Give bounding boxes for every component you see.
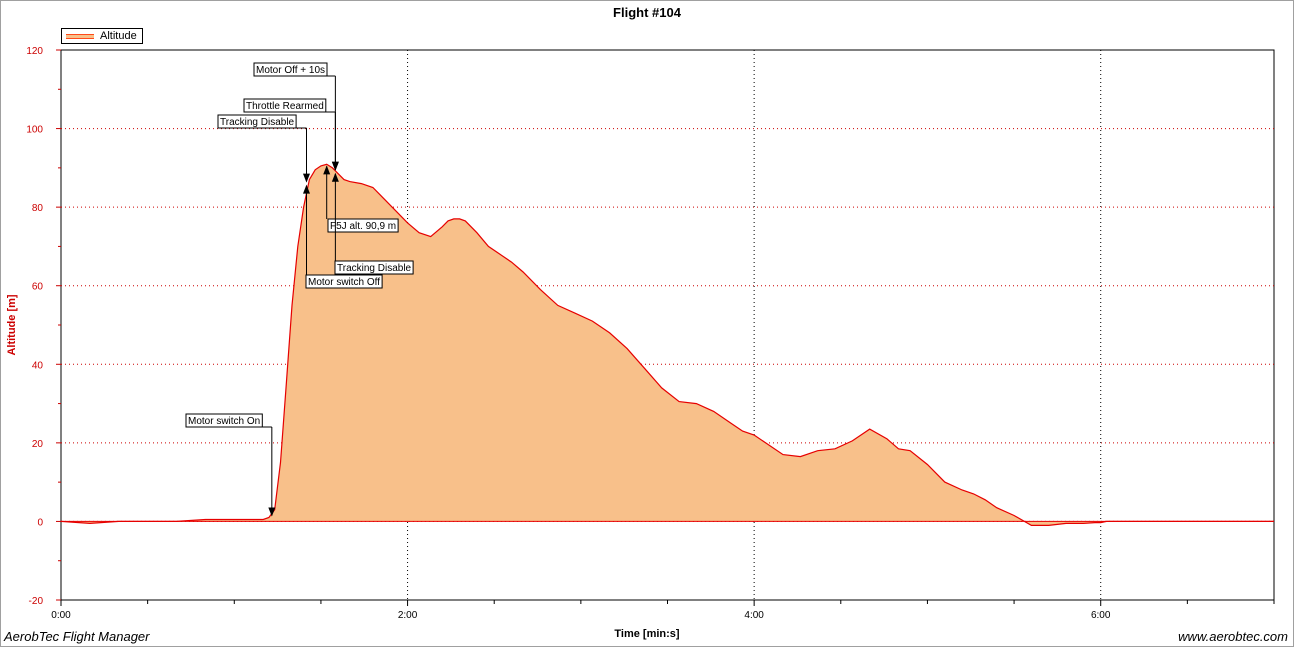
y-tick-label: 100 bbox=[26, 125, 43, 136]
annotation-arrow bbox=[331, 161, 339, 171]
footer-website: www.aerobtec.com bbox=[1178, 629, 1288, 644]
y-tick-label: 120 bbox=[26, 46, 43, 57]
annotation-arrow bbox=[302, 173, 310, 183]
x-tick-label: 0:00 bbox=[51, 610, 71, 621]
annotation: F5J alt. 90,9 m bbox=[323, 165, 399, 233]
x-axis-label: Time [min:s] bbox=[614, 628, 680, 640]
annotation-label: Tracking Disable bbox=[337, 263, 412, 274]
annotation: Motor switch On bbox=[185, 413, 276, 517]
altitude-line bbox=[60, 163, 1274, 526]
annotation: Tracking Disable bbox=[217, 114, 310, 183]
annotation-arrow bbox=[331, 172, 339, 182]
annotation-arrow bbox=[302, 184, 310, 194]
annotation-box bbox=[327, 218, 399, 233]
annotation-label: Motor switch On bbox=[188, 416, 260, 427]
x-tick-label: 2:00 bbox=[398, 610, 418, 621]
annotation: Motor switch Off bbox=[302, 184, 383, 289]
annotation-label: Motor switch Off bbox=[308, 277, 380, 288]
annotation-box bbox=[305, 274, 383, 289]
annotation: Motor Off + 10s bbox=[253, 62, 339, 171]
annotation-label: Motor Off + 10s bbox=[256, 65, 325, 76]
legend-swatch bbox=[66, 33, 94, 39]
y-tick-label: 40 bbox=[32, 360, 44, 371]
y-tick-label: 20 bbox=[32, 439, 44, 450]
x-tick-label: 4:00 bbox=[744, 610, 764, 621]
annotation-box bbox=[217, 114, 297, 129]
annotation-arrow bbox=[268, 507, 276, 517]
y-tick-label: 0 bbox=[37, 517, 43, 528]
y-tick-label: -20 bbox=[29, 596, 44, 607]
annotation-arrow bbox=[323, 165, 331, 175]
y-tick-label: 80 bbox=[32, 203, 44, 214]
annotation-label: Tracking Disable bbox=[220, 117, 295, 128]
altitude-area bbox=[61, 164, 1274, 526]
footer-app-name: AerobTec Flight Manager bbox=[4, 629, 150, 644]
annotation-box bbox=[253, 62, 328, 77]
annotation-label: Throttle Rearmed bbox=[246, 101, 324, 112]
annotation-box bbox=[185, 413, 263, 428]
annotation-box bbox=[334, 260, 414, 275]
annotation: Tracking Disable bbox=[331, 172, 414, 275]
annotation-label: F5J alt. 90,9 m bbox=[330, 221, 396, 232]
annotation-box bbox=[243, 98, 327, 113]
x-tick-label: 6:00 bbox=[1091, 610, 1111, 621]
legend-label-altitude: Altitude bbox=[100, 30, 137, 42]
legend[interactable]: Altitude bbox=[61, 28, 143, 44]
chart-title: Flight #104 bbox=[613, 5, 681, 20]
y-tick-label: 60 bbox=[32, 282, 44, 293]
